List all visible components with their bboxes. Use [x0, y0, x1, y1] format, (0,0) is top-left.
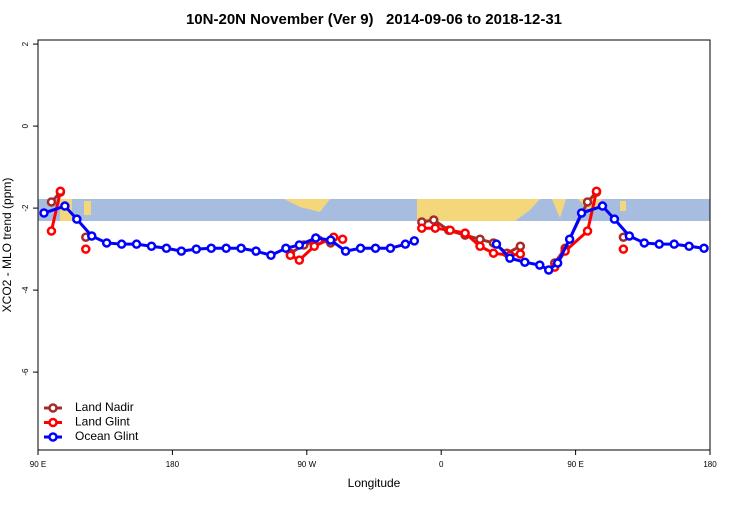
chart-title: 10N-20N November (Ver 9) 2014-09-06 to 2… — [186, 11, 562, 28]
point — [176, 246, 187, 256]
plot-frame — [37, 39, 711, 451]
point — [87, 231, 97, 241]
point — [582, 197, 593, 207]
point — [491, 239, 502, 249]
point — [543, 265, 554, 275]
x-axis-label: Longitude — [348, 476, 401, 490]
point — [266, 250, 276, 260]
point — [576, 208, 587, 218]
point — [624, 231, 635, 241]
point — [609, 214, 620, 224]
point — [337, 234, 348, 245]
point — [101, 238, 112, 248]
point — [236, 243, 246, 254]
point — [654, 239, 664, 249]
point — [39, 208, 49, 218]
point — [699, 243, 709, 254]
point — [81, 244, 91, 254]
point — [582, 226, 593, 236]
point — [460, 228, 470, 238]
point — [684, 241, 694, 251]
point — [428, 215, 439, 225]
point — [400, 239, 411, 249]
point — [488, 248, 499, 258]
point — [385, 243, 396, 254]
point — [597, 201, 608, 211]
point — [146, 241, 157, 251]
point — [445, 225, 455, 235]
y-tick-label: 2 — [21, 41, 30, 46]
x-tick-label: 180 — [166, 460, 180, 469]
y-axis-label: XCO2 - MLO trend (ppm) — [0, 178, 14, 313]
x-tick-label: 180 — [703, 460, 717, 469]
legend-label: Land Nadir — [75, 400, 134, 414]
x-tick-label: 90 E — [30, 460, 46, 469]
point — [294, 240, 305, 250]
point — [417, 223, 427, 233]
x-tick-label: 90 W — [297, 460, 316, 469]
point — [191, 244, 202, 254]
map-band — [38, 199, 710, 221]
legend-label: Ocean Glint — [75, 429, 139, 443]
point — [639, 238, 650, 248]
point — [72, 214, 82, 224]
point — [355, 243, 366, 254]
point — [515, 249, 526, 259]
point — [55, 186, 66, 197]
y-tick-label: -4 — [21, 286, 30, 294]
point — [46, 197, 57, 207]
point — [294, 255, 305, 265]
x-tick-label: 90 E — [567, 460, 583, 469]
point — [161, 243, 172, 254]
point — [206, 243, 216, 254]
x-tick-label: 0 — [439, 460, 444, 469]
point — [505, 253, 515, 263]
y-tick-label: -6 — [21, 368, 30, 376]
point — [131, 239, 142, 249]
point — [60, 201, 70, 211]
point — [370, 243, 381, 254]
series-line — [49, 190, 62, 232]
point — [591, 186, 602, 197]
point — [520, 257, 530, 267]
legend-label: Land Glint — [75, 415, 130, 429]
point — [46, 226, 57, 236]
y-tick-label: 0 — [21, 123, 30, 128]
series-line — [495, 204, 705, 272]
legend-marker — [48, 403, 58, 413]
point — [309, 241, 320, 251]
point — [409, 236, 420, 246]
point — [116, 239, 127, 249]
point — [325, 235, 336, 245]
legend-marker — [48, 417, 58, 428]
point — [475, 241, 485, 251]
point — [669, 239, 679, 249]
point — [564, 234, 575, 245]
point — [515, 241, 526, 251]
y-tick-label: -2 — [21, 204, 30, 212]
point — [281, 243, 291, 254]
point — [340, 246, 351, 256]
point — [552, 258, 563, 268]
point — [618, 244, 629, 254]
point — [311, 233, 321, 243]
point — [430, 223, 440, 233]
point — [285, 250, 296, 260]
legend-marker — [48, 432, 58, 442]
point — [221, 243, 231, 254]
point — [251, 246, 261, 256]
point — [535, 260, 545, 270]
